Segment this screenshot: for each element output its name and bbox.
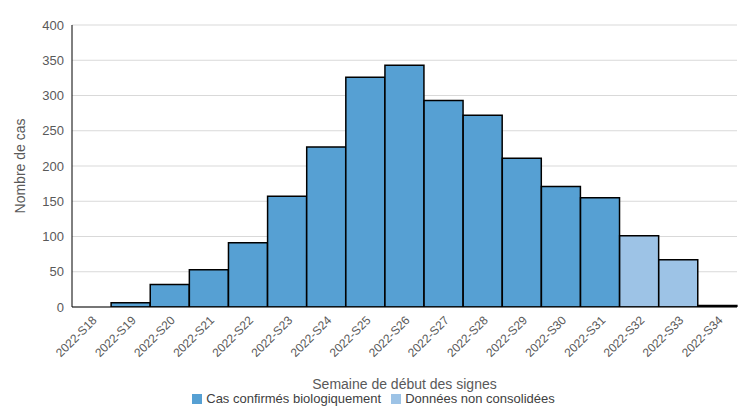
svg-text:200: 200 [42,159,64,174]
svg-text:300: 300 [42,88,64,103]
svg-text:2022-S31: 2022-S31 [562,313,609,360]
html-text:Données non consolidées: Données non consolidées [405,391,555,406]
html-text:Cas confirmés biologiquement: Cas confirmés biologiquement [206,391,382,406]
svg-text:50: 50 [50,264,64,279]
svg-text:2022-S19: 2022-S19 [92,313,139,360]
svg-text:400: 400 [42,18,64,33]
svg-text:0: 0 [57,300,64,315]
svg-text:2022-S20: 2022-S20 [131,313,178,360]
svg-text:2022-S29: 2022-S29 [483,313,530,360]
svg-text:Semaine de début des signes: Semaine de début des signes [312,376,496,392]
svg-text:Nombre de cas: Nombre de cas [12,119,28,214]
svg-text:250: 250 [42,123,64,138]
svg-text:2022-S23: 2022-S23 [249,313,296,360]
svg-text:2022-S22: 2022-S22 [209,313,256,360]
svg-text:2022-S24: 2022-S24 [288,313,335,360]
svg-text:2022-S30: 2022-S30 [522,313,569,360]
svg-text:2022-S34: 2022-S34 [679,313,726,360]
svg-text:2022-S33: 2022-S33 [640,313,687,360]
svg-text:2022-S27: 2022-S27 [405,313,452,360]
svg-text:150: 150 [42,194,64,209]
svg-text:2022-S32: 2022-S32 [601,313,648,360]
svg-text:2022-S26: 2022-S26 [366,313,413,360]
svg-text:350: 350 [42,53,64,68]
svg-text:2022-S18: 2022-S18 [53,313,100,360]
svg-text:2022-S28: 2022-S28 [444,313,491,360]
svg-text:2022-S21: 2022-S21 [170,313,217,360]
svg-text:100: 100 [42,229,64,244]
svg-text:2022-S25: 2022-S25 [327,313,374,360]
